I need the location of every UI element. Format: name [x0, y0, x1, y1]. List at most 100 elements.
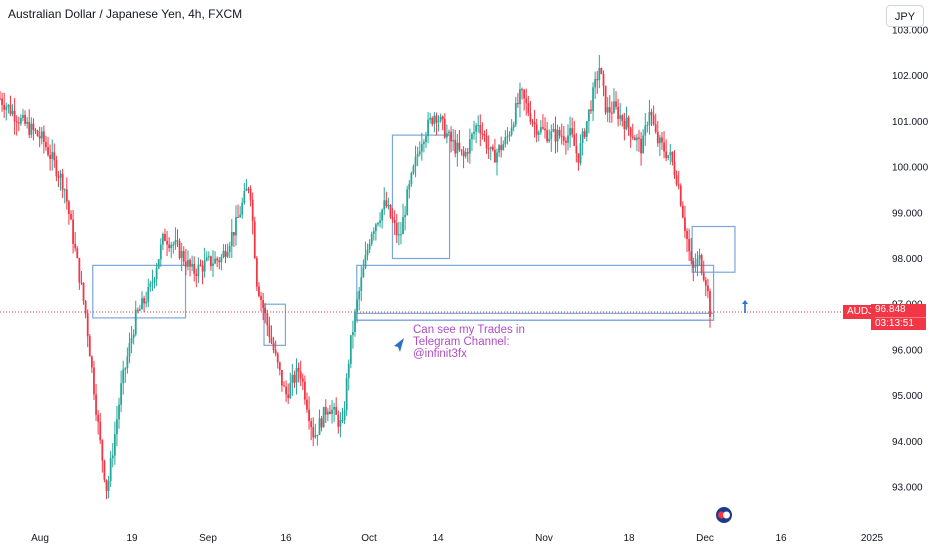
candle-body — [143, 298, 145, 304]
candle-body — [178, 241, 181, 258]
candle-body — [239, 214, 242, 218]
candle-body — [387, 205, 390, 207]
x-tick-label: Nov — [535, 533, 553, 544]
y-tick-label: 96.000 — [892, 345, 923, 356]
candle-body — [333, 406, 336, 410]
candle-body — [70, 213, 72, 220]
candle-body — [174, 240, 177, 245]
candle-body — [681, 205, 684, 218]
candle-body — [7, 104, 10, 107]
candle-body — [191, 263, 194, 267]
candle-body — [49, 155, 52, 159]
candle-body — [671, 152, 674, 162]
candle-body — [698, 255, 701, 259]
candle-body — [621, 115, 624, 121]
y-tick-label: 101.000 — [892, 117, 929, 128]
candle-body — [145, 301, 148, 304]
candle-body — [289, 383, 292, 399]
supply-demand-zone[interactable] — [356, 312, 715, 321]
candle-body — [707, 285, 709, 292]
candle-body — [308, 409, 310, 422]
candle-body — [690, 251, 693, 261]
candle-body — [512, 124, 515, 128]
supply-demand-zone[interactable] — [691, 225, 736, 273]
supply-demand-zone[interactable] — [263, 303, 287, 346]
candle-body — [134, 309, 137, 335]
candle-body — [477, 125, 480, 127]
candle-body — [602, 73, 605, 86]
candle-body — [658, 137, 661, 144]
candle-body — [362, 267, 365, 278]
candle-body — [385, 200, 388, 207]
candle-body — [32, 123, 35, 131]
candle-body — [500, 145, 503, 151]
candle-body — [485, 135, 488, 149]
candle-body — [673, 161, 676, 176]
candle-body — [504, 137, 507, 145]
candle-body — [496, 152, 498, 163]
candle-body — [1, 98, 3, 105]
telegram-annotation: Can see my Trades in Telegram Channel: @… — [413, 324, 525, 360]
candle-body — [686, 230, 688, 240]
candle-body — [372, 231, 375, 234]
up-arrow-icon — [742, 300, 748, 313]
currency-button[interactable]: JPY — [886, 5, 924, 27]
candle-body — [47, 147, 49, 156]
candle-body — [99, 421, 102, 441]
candle-body — [636, 137, 638, 141]
candle-body — [458, 142, 461, 150]
last-price-badge: 96.848 03:13:51 — [871, 304, 926, 330]
y-tick-label: 94.000 — [892, 437, 923, 448]
candle-body — [61, 173, 64, 190]
candle-body — [203, 260, 206, 272]
candle-body — [197, 264, 200, 276]
x-tick-label: 16 — [280, 533, 292, 544]
candle-body — [22, 114, 24, 119]
candle-body — [594, 79, 597, 88]
candle-body — [331, 409, 333, 414]
candle-body — [565, 140, 567, 143]
candle-body — [692, 260, 695, 268]
candle-body — [379, 220, 381, 223]
candle-body — [272, 342, 275, 351]
candle-body — [483, 133, 486, 136]
candle-body — [122, 369, 125, 384]
candle-body — [78, 258, 81, 283]
candle-body — [335, 406, 338, 415]
annotation-line-1: Can see my Trades in — [413, 324, 525, 336]
supply-demand-zone[interactable] — [92, 264, 187, 319]
candle-body — [253, 221, 256, 259]
candle-body — [418, 151, 421, 155]
supply-demand-zone[interactable] — [391, 134, 451, 260]
candle-body — [558, 129, 561, 136]
candle-body — [306, 399, 308, 410]
candle-body — [519, 89, 521, 105]
candle-body — [629, 127, 632, 137]
candle-body — [283, 385, 285, 387]
candle-body — [431, 117, 434, 125]
candle-body — [241, 202, 244, 215]
price-scale: 93.00094.00095.00096.00097.00098.00099.0… — [892, 26, 929, 494]
candle-body — [245, 188, 248, 192]
candle-body — [249, 188, 252, 200]
candle-body — [600, 68, 603, 74]
candle-body — [479, 125, 482, 134]
candle-body — [324, 406, 327, 415]
candle-body — [661, 137, 663, 143]
candle-body — [537, 132, 540, 135]
candle-body — [312, 427, 315, 438]
candle-body — [402, 217, 404, 235]
candle-body — [397, 234, 400, 236]
candle-body — [95, 394, 97, 415]
candle-body — [383, 200, 386, 210]
candle-body — [709, 291, 711, 317]
candle-body — [224, 250, 227, 257]
candle-body — [218, 260, 221, 263]
candle-body — [337, 414, 340, 427]
candle-body — [243, 191, 246, 203]
candle-body — [303, 381, 306, 400]
candle-body — [113, 434, 116, 456]
candle-body — [161, 234, 164, 245]
candle-body — [489, 146, 492, 149]
